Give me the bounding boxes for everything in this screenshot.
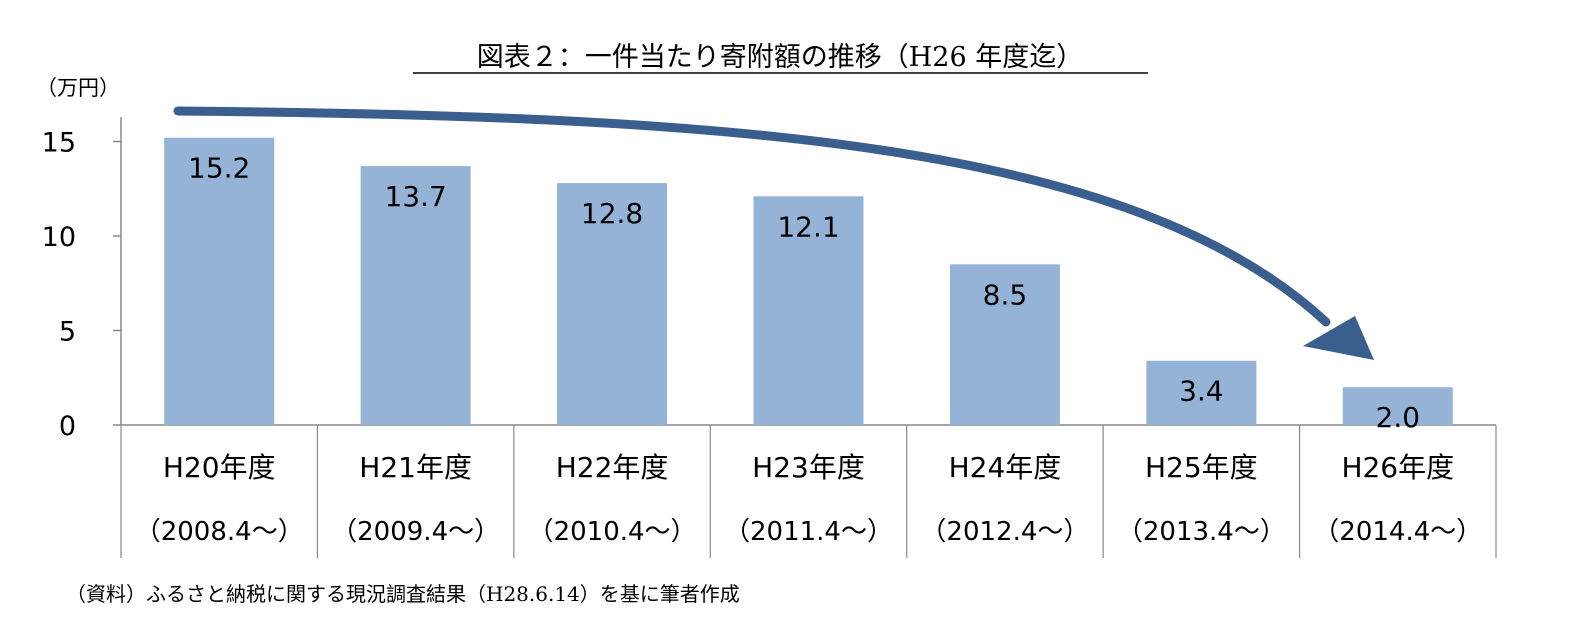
- y-tick-label: 15: [42, 128, 76, 159]
- y-axis-unit: （万円）: [36, 76, 120, 100]
- chart-title: 図表２：一件当たり寄附額の推移（H26 年度迄）: [477, 42, 1083, 73]
- category-label-period: （2011.4～）: [724, 517, 893, 547]
- category-labels: H20年度 （2008.4～） H21年度 （2009.4～） H22年度 （2010.4…: [135, 451, 1483, 547]
- bars: [164, 137, 1453, 425]
- source-note: （資料）ふるさと納税に関する現況調査結果（H28.6.14）を基に筆者作成: [66, 582, 740, 606]
- category-label-period: （2008.4～）: [135, 517, 304, 547]
- category-label-period: （2014.4～）: [1313, 517, 1482, 547]
- category-label-year: H26年度: [1341, 451, 1454, 484]
- bar: [1146, 360, 1257, 425]
- bar: [1342, 387, 1453, 425]
- data-label: 12.8: [581, 197, 643, 230]
- category-label-year: H25年度: [1145, 451, 1258, 484]
- category-label-year: H22年度: [556, 451, 669, 484]
- category-label-year: H20年度: [163, 451, 276, 484]
- data-label: 15.2: [188, 152, 250, 185]
- y-tick-label: 0: [59, 411, 76, 442]
- y-tick-labels: 0 5 10 15: [42, 128, 76, 443]
- trend-arrow: [173, 106, 1331, 327]
- category-label-year: H24年度: [949, 451, 1062, 484]
- category-label-year: H23年度: [752, 451, 865, 484]
- data-label: 13.7: [384, 180, 446, 213]
- bar: [360, 166, 471, 425]
- data-label: 2.0: [1376, 401, 1421, 434]
- data-label: 8.5: [983, 278, 1028, 311]
- bar: [949, 264, 1060, 425]
- category-label-period: （2009.4～）: [331, 517, 500, 547]
- category-label-period: （2012.4～）: [920, 517, 1089, 547]
- category-label-period: （2010.4～）: [528, 517, 697, 547]
- bar: [557, 183, 668, 425]
- data-labels: 15.2 13.7 12.8 12.1 8.5 3.4 2.0: [188, 152, 1420, 434]
- category-label-period: （2013.4～）: [1117, 517, 1286, 547]
- bar: [753, 196, 864, 425]
- category-label-year: H21年度: [359, 451, 472, 484]
- data-label: 12.1: [777, 210, 839, 243]
- y-tick-label: 5: [59, 317, 76, 348]
- y-tick-label: 10: [42, 222, 76, 253]
- bar: [164, 137, 275, 425]
- data-label: 3.4: [1179, 375, 1224, 408]
- trend-arrow-head: [1303, 316, 1374, 360]
